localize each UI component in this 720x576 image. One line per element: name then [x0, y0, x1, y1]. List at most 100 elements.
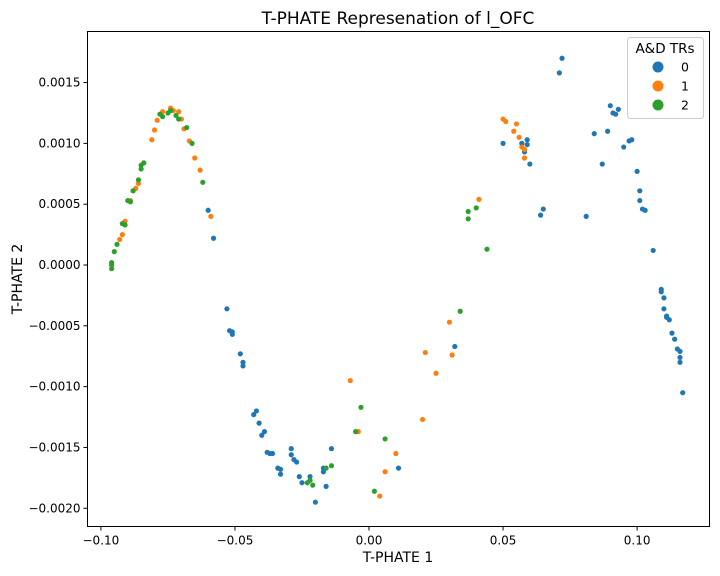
series-1 [117, 105, 528, 499]
data-point [192, 155, 198, 161]
data-point [138, 166, 144, 172]
data-point [621, 144, 627, 150]
data-point [650, 247, 656, 254]
data-point [465, 208, 471, 215]
data-point [382, 469, 388, 475]
data-point [109, 259, 115, 266]
legend-label-1: 1 [681, 79, 689, 94]
data-point [261, 429, 268, 435]
data-point [591, 131, 597, 137]
data-point [176, 116, 182, 122]
data-point [135, 180, 142, 187]
legend-label-2: 2 [681, 98, 689, 113]
data-point [135, 177, 142, 183]
data-point [154, 117, 160, 123]
data-point [312, 499, 318, 505]
data-point [661, 306, 667, 312]
x-tick-label: −0.05 [217, 534, 254, 548]
data-point [296, 474, 302, 480]
data-point [521, 146, 528, 153]
data-point [666, 317, 672, 323]
y-tick-label: 0.0000 [39, 258, 81, 272]
data-point [353, 429, 359, 435]
data-point [114, 241, 120, 247]
data-point [130, 188, 136, 194]
data-point [449, 352, 455, 358]
data-point [672, 336, 678, 342]
x-axis: −0.10 −0.05 0.00 0.05 0.10 [83, 526, 650, 548]
legend: A&D TRs 0 1 2 [627, 37, 704, 119]
data-point [240, 359, 246, 365]
data-point [307, 474, 313, 480]
data-point [476, 196, 482, 202]
data-point [661, 295, 667, 301]
data-point [395, 465, 402, 471]
y-tick-label: −0.0020 [28, 501, 80, 515]
data-point [521, 155, 528, 161]
data-point [358, 404, 364, 410]
data-point [210, 235, 217, 241]
data-point [473, 205, 479, 211]
data-point [377, 493, 383, 499]
data-point [277, 471, 284, 477]
legend-marker-0 [652, 61, 664, 73]
data-point [559, 55, 565, 61]
data-point [637, 188, 643, 194]
data-point [294, 459, 300, 465]
data-point [323, 483, 329, 489]
data-point [323, 465, 329, 471]
data-point [288, 452, 294, 458]
data-point [208, 213, 214, 219]
data-point [277, 466, 284, 472]
y-axis-title: T-PHATE 2 [10, 244, 26, 316]
data-point [605, 128, 611, 134]
y-tick-label: 0.0015 [39, 76, 81, 90]
data-point [251, 412, 257, 418]
data-point [173, 112, 179, 119]
data-point [556, 70, 562, 76]
data-point [176, 109, 182, 115]
legend-label-0: 0 [681, 60, 689, 75]
data-point [119, 232, 125, 238]
chart-title: T-PHATE Represenation of l_OFC [261, 9, 535, 29]
data-point [393, 450, 399, 457]
data-point [288, 446, 294, 452]
data-point [433, 370, 439, 376]
y-tick-label: −0.0015 [28, 440, 80, 454]
data-point [256, 420, 262, 426]
data-point [151, 127, 158, 133]
data-point [200, 179, 206, 185]
data-point [452, 343, 458, 350]
y-tick-label: −0.0010 [28, 380, 80, 394]
x-tick-label: −0.10 [83, 534, 120, 548]
data-point [117, 236, 123, 243]
data-point [109, 266, 115, 272]
data-point [500, 140, 506, 146]
data-point [310, 482, 316, 488]
data-point [253, 408, 260, 414]
data-point [677, 354, 683, 361]
series-0 [205, 55, 686, 505]
data-point [149, 137, 155, 143]
data-point [111, 249, 117, 255]
data-point [328, 463, 335, 469]
y-tick-label: −0.0005 [28, 319, 80, 333]
data-point [119, 221, 125, 227]
x-tick-label: 0.05 [490, 534, 517, 548]
data-point [613, 111, 619, 117]
x-tick-label: 0.00 [356, 534, 383, 548]
data-point [240, 363, 246, 369]
data-point [511, 128, 517, 134]
data-point [484, 246, 490, 252]
data-point [599, 161, 605, 167]
data-point [259, 432, 265, 438]
y-axis: −0.0020 −0.0015 −0.0010 −0.0005 0.0000 0.0005… [28, 76, 88, 515]
data-point [615, 106, 621, 112]
data-point [583, 213, 589, 219]
data-point [629, 137, 635, 143]
data-point [677, 348, 683, 354]
data-point [637, 197, 643, 204]
data-point [680, 390, 686, 396]
data-point [540, 206, 546, 212]
